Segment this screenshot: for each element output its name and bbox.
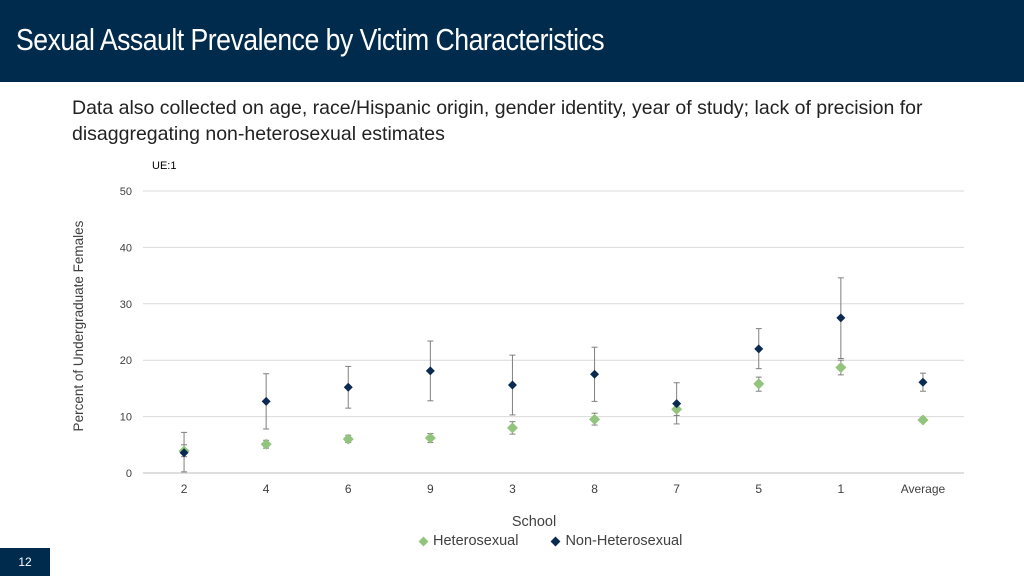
- data-point-heterosexual: [671, 403, 683, 415]
- chart-legend: Heterosexual Non-Heterosexual: [418, 533, 716, 549]
- y-axis-label: Percent of Undergraduate Females: [71, 220, 86, 431]
- x-tick-label: 6: [345, 482, 352, 496]
- data-point-non-heterosexual: [425, 366, 435, 376]
- data-point-non-heterosexual: [343, 382, 353, 392]
- x-tick-label: Average: [901, 482, 946, 496]
- slide-number: 12: [0, 548, 50, 576]
- x-tick-label: 2: [181, 482, 188, 496]
- x-tick-label: 7: [673, 482, 680, 496]
- data-point-non-heterosexual: [590, 369, 600, 379]
- data-point-heterosexual: [835, 362, 847, 374]
- legend-item-non-heterosexual: Non-Heterosexual: [550, 533, 683, 549]
- data-point-non-heterosexual: [754, 344, 764, 354]
- data-point-non-heterosexual: [261, 396, 271, 406]
- x-tick-label: 1: [838, 482, 845, 496]
- y-tick-label: 40: [120, 242, 132, 254]
- data-point-heterosexual: [260, 438, 272, 450]
- data-point-heterosexual: [589, 413, 601, 425]
- data-point-heterosexual: [506, 422, 518, 434]
- data-point-heterosexual: [342, 433, 354, 445]
- x-tick-label: 4: [263, 482, 270, 496]
- data-point-heterosexual: [424, 432, 436, 444]
- heterosexual-marker-icon: [418, 536, 429, 546]
- legend-item-heterosexual: Heterosexual: [418, 533, 519, 549]
- title-bar: Sexual Assault Prevalence by Victim Char…: [0, 0, 1024, 82]
- y-tick-label: 10: [120, 412, 132, 424]
- data-point-heterosexual: [753, 378, 765, 390]
- x-axis-label: School: [512, 514, 556, 530]
- y-tick-label: 0: [126, 468, 132, 480]
- x-tick-label: 9: [427, 482, 434, 496]
- x-tick-label: 5: [755, 482, 762, 496]
- y-tick-label: 50: [120, 186, 132, 198]
- x-tick-label: 8: [591, 482, 598, 496]
- slide-title: Sexual Assault Prevalence by Victim Char…: [16, 22, 605, 57]
- non-heterosexual-marker-icon: [550, 536, 561, 546]
- data-point-non-heterosexual: [836, 313, 846, 323]
- slide-subtitle: Data also collected on age, race/Hispani…: [72, 97, 923, 145]
- ue-label: UE:1: [152, 160, 177, 172]
- data-point-heterosexual: [917, 414, 929, 426]
- data-point-non-heterosexual: [672, 399, 682, 409]
- x-tick-label: 3: [509, 482, 516, 496]
- legend-label-heterosexual: Heterosexual: [433, 533, 519, 549]
- data-point-non-heterosexual: [918, 377, 928, 387]
- data-point-non-heterosexual: [179, 448, 189, 458]
- y-tick-label: 30: [120, 299, 132, 311]
- data-point-non-heterosexual: [507, 380, 517, 390]
- y-tick-label: 20: [120, 355, 132, 367]
- legend-label-non-heterosexual: Non-Heterosexual: [565, 533, 683, 549]
